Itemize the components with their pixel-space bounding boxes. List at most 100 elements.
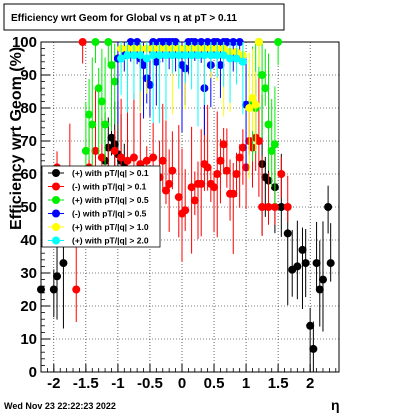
data-point (315, 285, 324, 294)
data-point (251, 100, 260, 109)
y-tick-label: 10 (20, 331, 37, 348)
data-point (129, 153, 138, 162)
data-point (53, 272, 62, 281)
data-point (219, 140, 228, 149)
legend-label: (-) with pT/|q| > 0.5 (72, 209, 147, 219)
data-point (161, 51, 170, 60)
data-point (213, 170, 222, 178)
data-point (190, 38, 199, 46)
y-tick-label: 0 (29, 364, 37, 381)
data-point (101, 120, 110, 129)
data-point (232, 54, 241, 63)
legend-marker (52, 236, 60, 245)
legend-marker (52, 223, 60, 231)
data-point (94, 84, 103, 93)
data-point (213, 51, 222, 60)
data-point (245, 104, 254, 112)
data-point (261, 84, 270, 93)
data-point (226, 54, 235, 63)
data-point (293, 262, 302, 271)
series-5 (117, 42, 247, 127)
data-point (133, 38, 142, 46)
data-point (277, 203, 286, 211)
data-point (117, 54, 126, 63)
data-point (181, 51, 190, 60)
data-point (264, 120, 273, 129)
data-point (165, 179, 174, 188)
data-point (258, 71, 267, 79)
data-point (318, 275, 327, 284)
y-tick-label: 30 (20, 265, 37, 282)
data-point (117, 153, 126, 162)
data-point (126, 38, 135, 46)
data-point (187, 51, 196, 60)
data-point (216, 156, 225, 165)
data-point (174, 51, 183, 60)
data-point (200, 51, 209, 60)
chart-title: Efficiency wrt Geom for Global vs η at p… (11, 13, 237, 24)
x-tick-label: 1 (242, 375, 250, 392)
legend-label: (+) with pT/|q| > 2.0 (72, 236, 149, 246)
data-point (161, 186, 170, 195)
y-tick-label: 80 (20, 100, 37, 117)
y-tick-label: 70 (20, 133, 37, 150)
y-tick-label: 100 (12, 34, 37, 51)
y-tick-label: 90 (20, 67, 37, 84)
data-point (145, 80, 154, 89)
y-axis-title: Efficiency wrt Geom (%) (8, 47, 25, 230)
data-point (277, 170, 286, 178)
data-point (232, 170, 241, 178)
legend-label: (+) with pT/|q| > 1.0 (72, 222, 149, 232)
legend-marker (52, 209, 60, 218)
data-point (91, 146, 100, 155)
data-point (264, 203, 273, 211)
data-point (88, 120, 97, 129)
data-point (107, 61, 116, 70)
legend-marker (52, 182, 60, 191)
data-point (267, 146, 276, 155)
x-tick-label: -2 (47, 375, 60, 392)
x-axis: -2 -1.5 -1 -0.5 0 0.5 1 1.5 2 (40, 364, 337, 392)
data-point (149, 153, 158, 162)
data-point (49, 285, 58, 294)
x-tick-label: -1.5 (73, 375, 99, 392)
data-point (168, 51, 177, 60)
data-point (123, 156, 132, 165)
data-point (107, 133, 116, 142)
data-point (238, 57, 247, 66)
data-point (197, 38, 206, 46)
data-point (171, 38, 180, 46)
data-point (91, 38, 100, 46)
data-point (306, 321, 315, 330)
y-tick-label: 60 (20, 166, 37, 183)
data-point (203, 38, 212, 46)
data-point (235, 38, 244, 46)
data-point (37, 285, 45, 294)
data-point (85, 110, 94, 119)
legend-marker (52, 196, 60, 204)
data-point (283, 203, 292, 211)
data-point (238, 143, 247, 152)
data-point (229, 189, 238, 198)
data-point (168, 166, 177, 175)
data-point (97, 153, 106, 162)
legend-label: (+) with pT/|q| > 0.5 (72, 195, 149, 205)
y-tick-label: 40 (20, 232, 37, 249)
data-point (312, 259, 321, 268)
data-point (142, 156, 151, 165)
data-point (254, 137, 263, 145)
data-point (190, 196, 199, 205)
data-point (158, 156, 167, 165)
data-point (222, 38, 231, 46)
y-tick-label: 20 (20, 298, 37, 315)
data-point (129, 51, 138, 60)
data-point (78, 38, 87, 46)
x-tick-label: 1.5 (268, 375, 289, 392)
data-point (59, 259, 68, 268)
data-point (152, 57, 161, 66)
data-point (187, 183, 196, 192)
x-tick-label: 0.5 (204, 375, 225, 392)
timestamp: Wed Nov 23 22:22:23 2022 (4, 401, 116, 411)
data-point (270, 140, 279, 149)
x-tick-label: -1 (111, 375, 124, 392)
